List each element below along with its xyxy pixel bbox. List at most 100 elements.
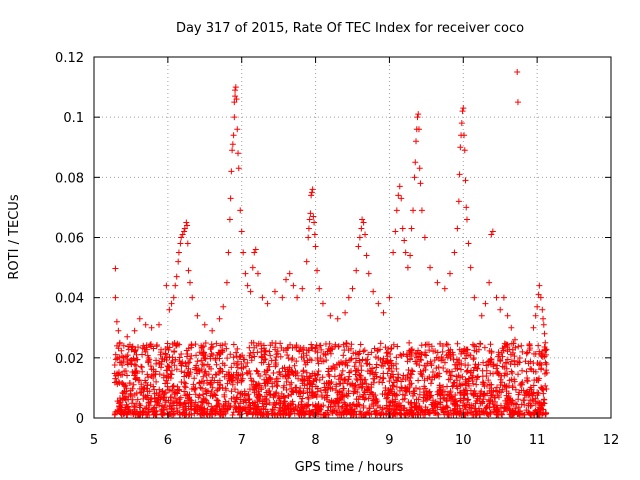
data-point-band xyxy=(515,371,522,378)
data-point-band xyxy=(373,361,380,368)
data-point-band xyxy=(283,386,290,393)
x-tick-labels: 5 6 7 8 9 10 11 12 xyxy=(90,433,619,448)
data-point-band xyxy=(150,374,157,381)
data-point-band xyxy=(266,392,273,399)
data-point xyxy=(112,265,119,272)
data-point-band xyxy=(297,385,304,392)
data-point-band xyxy=(443,340,450,347)
data-point xyxy=(370,288,377,295)
data-point-band xyxy=(230,341,237,348)
data-point-band xyxy=(220,411,227,418)
data-point-band xyxy=(200,399,207,406)
data-point-band xyxy=(162,351,169,358)
data-point-band xyxy=(209,407,216,414)
data-point-band xyxy=(409,368,416,375)
data-point-band xyxy=(487,341,494,348)
data-point-band xyxy=(356,359,363,366)
data-point-band xyxy=(332,403,339,410)
data-point-band xyxy=(270,369,277,376)
data-point xyxy=(264,300,271,307)
data-point-band xyxy=(511,353,518,360)
data-point-band xyxy=(422,409,429,416)
data-point-band xyxy=(383,350,390,357)
data-point-band xyxy=(246,406,253,413)
data-point-band xyxy=(400,350,407,357)
data-point-band xyxy=(111,362,118,369)
data-point-band xyxy=(127,387,134,394)
data-point-band xyxy=(198,366,205,373)
data-point xyxy=(308,189,315,196)
data-point xyxy=(184,240,191,247)
data-point-band xyxy=(144,382,151,389)
data-point xyxy=(172,282,179,289)
data-point-band xyxy=(346,369,353,376)
data-point-band xyxy=(201,354,208,361)
data-point-band xyxy=(427,358,434,365)
data-point-band xyxy=(424,341,431,348)
data-point xyxy=(163,282,170,289)
data-point-band xyxy=(181,383,188,390)
data-point-band xyxy=(527,358,534,365)
data-point-band xyxy=(231,360,238,367)
data-point xyxy=(456,171,463,178)
data-point xyxy=(240,249,247,256)
data-point xyxy=(238,228,245,235)
data-point-band xyxy=(447,397,454,404)
data-point-band xyxy=(356,401,363,408)
data-point-band xyxy=(349,407,356,414)
data-point-band xyxy=(128,400,135,407)
data-point-band xyxy=(162,399,169,406)
data-point-band xyxy=(159,411,166,418)
data-point xyxy=(493,294,500,301)
data-point-band xyxy=(475,361,482,368)
data-point-band xyxy=(384,394,391,401)
data-point-band xyxy=(483,410,490,417)
data-point-band xyxy=(120,410,127,417)
data-point-band xyxy=(329,365,336,372)
data-point-band xyxy=(387,374,394,381)
data-point-band xyxy=(206,363,213,370)
data-point-band xyxy=(201,396,208,403)
data-point-band xyxy=(326,373,333,380)
data-point-band xyxy=(404,410,411,417)
data-point-band xyxy=(523,368,530,375)
data-point-band xyxy=(435,364,442,371)
data-point xyxy=(526,342,533,349)
data-point xyxy=(398,195,405,202)
data-point-band xyxy=(300,410,307,417)
data-point-band xyxy=(447,376,454,383)
data-point-band xyxy=(530,389,537,396)
data-point-band xyxy=(433,400,440,407)
data-point-band xyxy=(352,411,359,418)
data-point-band xyxy=(356,372,363,379)
data-point-band xyxy=(147,381,154,388)
data-point-band xyxy=(277,408,284,415)
data-point-band xyxy=(503,400,510,407)
data-point-band xyxy=(232,399,239,406)
data-point-band xyxy=(385,390,392,397)
data-point-band xyxy=(136,385,143,392)
data-point xyxy=(454,225,461,232)
data-point-band xyxy=(357,341,364,348)
data-point-band xyxy=(146,402,153,409)
data-point-band xyxy=(444,392,451,399)
data-point-band xyxy=(238,360,245,367)
data-point-band xyxy=(396,387,403,394)
y-tick-label: 0.04 xyxy=(55,292,84,307)
data-point-band xyxy=(443,352,450,359)
data-point-band xyxy=(373,364,380,371)
data-point xyxy=(504,312,511,319)
data-point-band xyxy=(342,376,349,383)
data-point-band xyxy=(187,355,194,362)
data-point-band xyxy=(390,362,397,369)
data-point-band xyxy=(164,380,171,387)
data-point-band xyxy=(296,393,303,400)
data-point xyxy=(500,294,507,301)
data-point-band xyxy=(456,390,463,397)
data-point-band xyxy=(156,386,163,393)
data-point-band xyxy=(139,351,146,358)
data-point-band xyxy=(181,369,188,376)
data-point-band xyxy=(182,380,189,387)
data-point xyxy=(230,132,237,139)
data-point xyxy=(299,285,306,292)
